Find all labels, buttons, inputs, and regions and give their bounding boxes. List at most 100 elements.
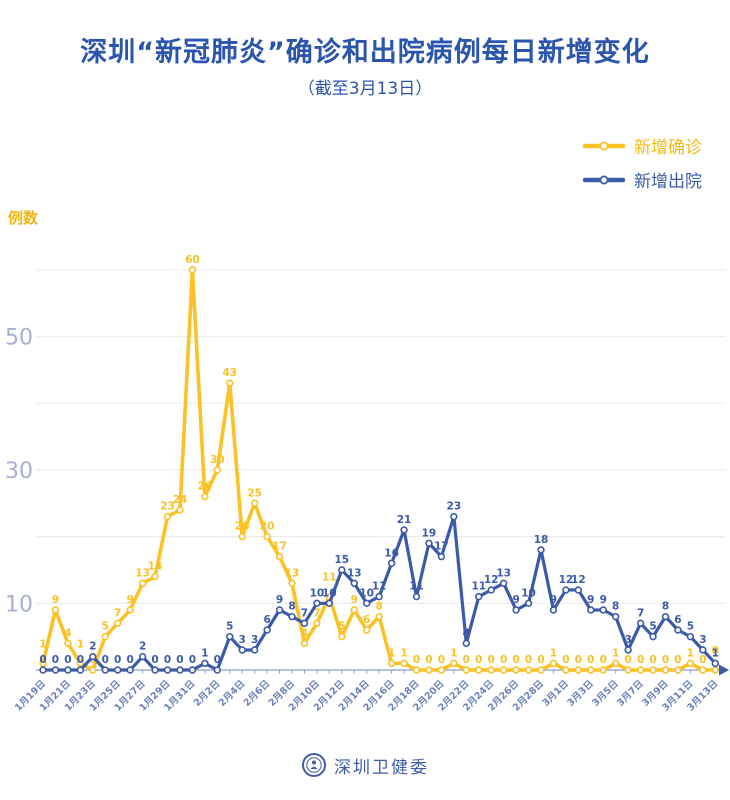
svg-text:0: 0 (500, 654, 507, 666)
svg-text:3月3日: 3月3日 (565, 678, 596, 709)
discharged-line-icon (583, 175, 625, 184)
svg-text:9: 9 (126, 594, 133, 606)
svg-text:1: 1 (550, 647, 557, 659)
svg-text:10: 10 (322, 587, 337, 599)
svg-text:0: 0 (587, 654, 594, 666)
x-axis-tick-labels: 1月19日1月21日1月23日1月25日1月27日1月29日1月31日2月2日2… (13, 678, 721, 713)
svg-text:0: 0 (39, 654, 46, 666)
svg-text:0: 0 (624, 654, 631, 666)
svg-text:11: 11 (471, 581, 486, 593)
svg-text:1: 1 (201, 647, 208, 659)
svg-text:1: 1 (450, 647, 457, 659)
svg-text:3: 3 (251, 634, 258, 646)
svg-text:1: 1 (612, 647, 619, 659)
svg-text:11: 11 (409, 581, 424, 593)
svg-text:6: 6 (363, 614, 370, 626)
svg-text:11: 11 (322, 572, 337, 584)
svg-text:2月6日: 2月6日 (242, 678, 273, 709)
svg-text:12: 12 (559, 574, 574, 586)
svg-text:0: 0 (413, 654, 420, 666)
svg-text:23: 23 (160, 501, 175, 513)
svg-text:0: 0 (425, 654, 432, 666)
svg-text:43: 43 (222, 367, 237, 379)
svg-text:9: 9 (587, 594, 594, 606)
svg-text:0: 0 (214, 654, 221, 666)
svg-text:0: 0 (525, 654, 532, 666)
svg-text:0: 0 (52, 654, 59, 666)
series-新增确诊: 1941057913142324602630432025201713471159… (39, 254, 719, 674)
svg-text:0: 0 (164, 654, 171, 666)
svg-text:18: 18 (534, 534, 549, 546)
svg-text:6: 6 (674, 614, 681, 626)
svg-text:16: 16 (384, 547, 399, 559)
svg-text:9: 9 (351, 594, 358, 606)
svg-text:3: 3 (699, 634, 706, 646)
gridlines (36, 269, 726, 604)
svg-text:5: 5 (338, 621, 345, 633)
svg-text:2月2日: 2月2日 (192, 678, 223, 709)
svg-text:3: 3 (239, 634, 246, 646)
svg-text:23: 23 (447, 501, 462, 513)
svg-text:0: 0 (102, 654, 109, 666)
svg-text:5: 5 (226, 621, 233, 633)
svg-text:2: 2 (89, 641, 96, 653)
legend-label-discharged: 新增出院 (634, 172, 702, 192)
svg-text:0: 0 (674, 654, 681, 666)
svg-text:10: 10 (310, 587, 325, 599)
svg-text:10: 10 (521, 587, 536, 599)
svg-text:5: 5 (649, 621, 656, 633)
svg-text:20: 20 (235, 521, 250, 533)
svg-text:0: 0 (189, 654, 196, 666)
svg-text:21: 21 (397, 514, 412, 526)
svg-text:10: 10 (5, 592, 33, 617)
svg-text:0: 0 (712, 645, 719, 657)
svg-text:1: 1 (39, 638, 46, 650)
svg-text:8: 8 (375, 601, 382, 613)
svg-text:0: 0 (64, 654, 71, 666)
svg-text:1: 1 (77, 638, 84, 650)
svg-text:17: 17 (434, 541, 449, 553)
footer-org-name: 深圳卫健委 (334, 757, 429, 778)
svg-text:13: 13 (135, 567, 150, 579)
shenzhen-health-commission-logo-icon (302, 753, 326, 777)
page-title: 深圳“新冠肺炎”确诊和出院病例每日新增变化 (80, 37, 650, 68)
svg-text:15: 15 (334, 554, 349, 566)
svg-text:0: 0 (463, 654, 470, 666)
legend-item-confirmed: 新增确诊 (583, 133, 702, 158)
svg-text:9: 9 (276, 594, 283, 606)
svg-text:60: 60 (185, 254, 200, 266)
confirmed-line-icon (583, 141, 625, 150)
svg-text:10: 10 (359, 587, 374, 599)
svg-text:24: 24 (173, 494, 188, 506)
svg-text:0: 0 (600, 654, 607, 666)
svg-text:0: 0 (512, 654, 519, 666)
svg-text:2月4日: 2月4日 (217, 678, 248, 709)
svg-text:13: 13 (285, 567, 300, 579)
svg-text:0: 0 (649, 654, 656, 666)
legend-item-discharged: 新增出院 (583, 167, 702, 192)
svg-text:6: 6 (263, 614, 270, 626)
svg-text:4: 4 (301, 627, 308, 639)
svg-text:30: 30 (210, 454, 225, 466)
svg-text:0: 0 (176, 654, 183, 666)
svg-text:11: 11 (372, 581, 387, 593)
svg-text:7: 7 (637, 607, 644, 619)
svg-text:3月7日: 3月7日 (615, 678, 646, 709)
svg-text:25: 25 (247, 487, 262, 499)
svg-text:1: 1 (712, 647, 719, 659)
svg-text:1: 1 (687, 647, 694, 659)
svg-text:8: 8 (662, 601, 669, 613)
svg-text:0: 0 (114, 654, 121, 666)
svg-text:7: 7 (301, 607, 308, 619)
svg-text:26: 26 (198, 481, 213, 493)
svg-text:0: 0 (151, 654, 158, 666)
svg-text:9: 9 (52, 594, 59, 606)
svg-text:8: 8 (288, 601, 295, 613)
svg-text:12: 12 (571, 574, 586, 586)
svg-text:9: 9 (550, 594, 557, 606)
svg-text:13: 13 (347, 567, 362, 579)
svg-text:0: 0 (637, 654, 644, 666)
svg-text:4: 4 (64, 627, 71, 639)
